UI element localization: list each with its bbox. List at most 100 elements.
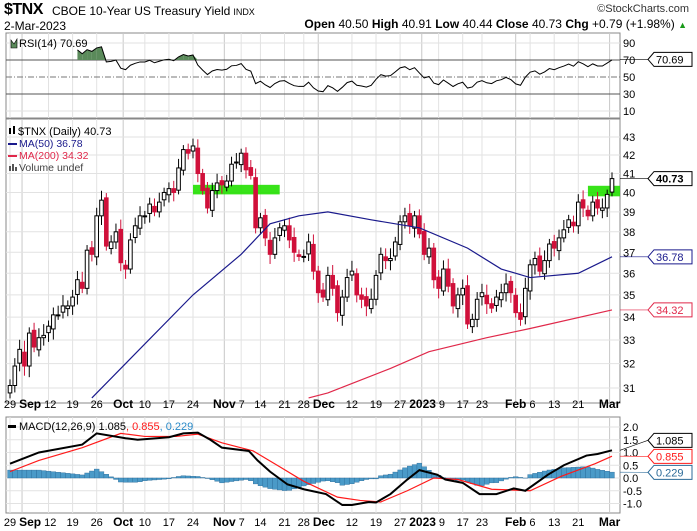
rsi-panel-frame (5, 32, 621, 119)
macd-histogram-bar (464, 477, 471, 482)
candle-body (267, 239, 273, 255)
candlestick (7, 379, 13, 399)
candle-body (51, 314, 56, 330)
date-axis-label: Dec (313, 515, 335, 529)
candle-body (118, 228, 124, 264)
candlestick (330, 265, 335, 296)
macd-histogram-bar (36, 469, 42, 479)
security-name-text: CBOE 10-Year US Treasury Yield (52, 4, 231, 18)
date-axis-label: 21 (572, 399, 584, 411)
candlestick (575, 194, 581, 234)
candlestick (181, 145, 186, 176)
price-tick-label: 38 (623, 227, 635, 239)
macd-histogram-bar (214, 477, 220, 482)
close-value: 40.73 (531, 17, 562, 31)
macd-histogram-bar (195, 476, 201, 479)
macd-histogram-bar (122, 477, 129, 483)
candle-body (489, 303, 494, 309)
candle-body (185, 149, 191, 154)
highlight-zone (193, 184, 280, 195)
candlestick (455, 287, 461, 318)
candle-body (479, 292, 485, 298)
candle-body (156, 201, 162, 213)
candle-body (31, 329, 37, 348)
macd-histogram-bar (488, 477, 495, 484)
candle-body (94, 215, 99, 258)
low-label: Low (435, 17, 460, 31)
volume-legend-icon (9, 164, 17, 171)
high-label: High (371, 17, 399, 31)
candlestick (388, 248, 393, 271)
candle-body (421, 230, 427, 255)
macd-histogram-bar (180, 475, 186, 479)
macd-histogram-bar (527, 474, 533, 479)
candle-body (75, 279, 80, 295)
candle-body (465, 285, 470, 325)
price-tick-label: 43 (623, 132, 635, 144)
candlestick (378, 247, 384, 281)
candlestick (508, 276, 514, 303)
candle-body (99, 199, 104, 217)
candle-body (7, 385, 13, 394)
macd-legend-hist: , 0.229 (160, 421, 194, 433)
date-axis-label: 21 (572, 517, 584, 529)
grid-lines (5, 32, 621, 514)
rsi-overbought-fill (87, 49, 92, 60)
candle-body (580, 199, 586, 209)
candlestick (585, 205, 591, 221)
date-axis-label: 10 (139, 517, 151, 529)
chart-date: 2-Mar-2023 (4, 19, 67, 33)
candle-body (349, 270, 355, 276)
candle-body (330, 274, 335, 289)
rsi-overbought-fill (82, 49, 88, 60)
candle-body (397, 221, 403, 245)
candle-body (551, 241, 557, 249)
macd-histogram-bar (585, 466, 591, 479)
value-tag-text: 34.32 (656, 305, 684, 317)
candle-body (41, 334, 47, 339)
date-axis-label: 17 (457, 399, 469, 411)
candle-body (590, 201, 596, 217)
candle-body (142, 215, 148, 218)
date-axis-label: Feb (505, 397, 526, 411)
candlestick (311, 234, 316, 280)
macd-histogram-bar (166, 477, 172, 479)
candle-body (60, 305, 66, 313)
candle-body (513, 294, 518, 314)
macd-histogram-bar (55, 472, 61, 479)
value-tag-text: 36.78 (656, 252, 684, 264)
date-axis-label: 24 (187, 399, 199, 411)
candle-body (89, 247, 95, 255)
candle-body (55, 314, 61, 317)
candle-body (17, 348, 22, 364)
date-axis-label: 12 (346, 399, 358, 411)
candlestick (436, 270, 441, 299)
rsi-line (77, 46, 613, 93)
candlestick (46, 320, 51, 342)
price-legend: $TNX (Daily) 40.73 MA(50) 36.78 MA(200) … (8, 126, 112, 174)
macd-histogram-bar (147, 477, 153, 481)
candlestick (161, 187, 167, 207)
macd-histogram-bar (74, 474, 81, 479)
price-tick-label: 35 (623, 290, 635, 302)
macd-histogram-bar (344, 477, 350, 485)
date-axis-label: 29 (4, 399, 16, 411)
candlestick (248, 159, 254, 180)
rsi-overbought-fill (77, 49, 83, 60)
macd-legend: MACD(12,26,9) 1.085, 0.855, 0.229 (8, 421, 193, 433)
candle-body (344, 277, 350, 298)
rsi-overbought-fill (193, 54, 198, 60)
date-axis-label: 9 (439, 399, 445, 411)
candle-body (494, 296, 499, 306)
candle-body (335, 285, 340, 314)
macd-histogram-bar (84, 472, 90, 479)
candlestick (547, 238, 552, 268)
macd-histogram-bar (339, 477, 345, 486)
macd-histogram-bar (392, 471, 398, 479)
candlestick (287, 217, 292, 249)
date-axis-label: 21 (278, 517, 290, 529)
candlestick (99, 190, 104, 225)
macd-tick-label: 0.0 (623, 473, 638, 485)
candlestick (166, 182, 172, 203)
candle-body (291, 236, 297, 253)
